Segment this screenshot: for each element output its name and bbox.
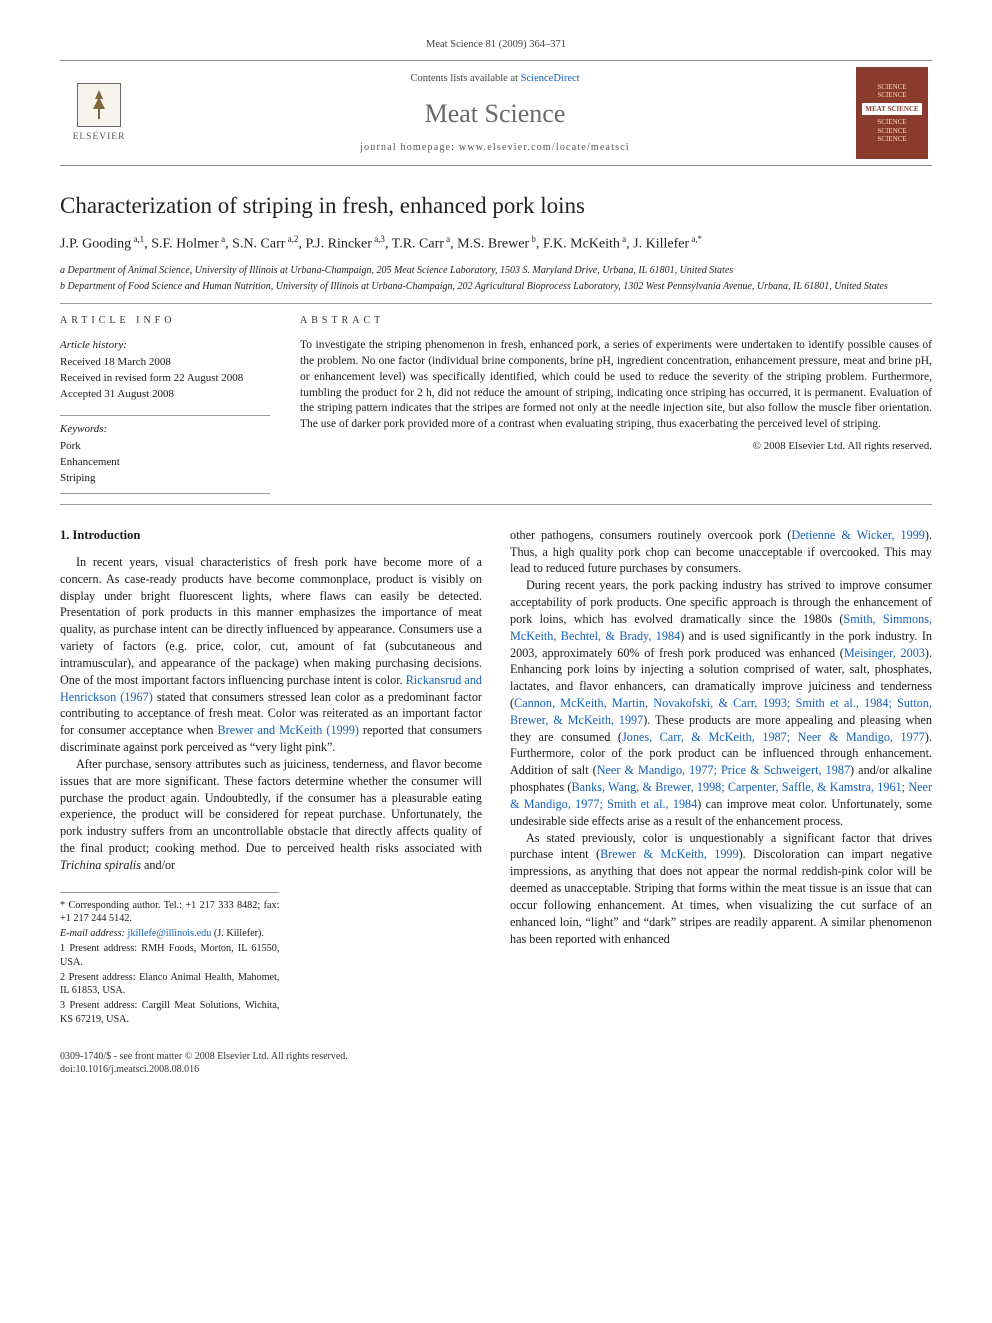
- header-citation: Meat Science 81 (2009) 364–371: [60, 38, 932, 52]
- body-two-column: 1. Introduction In recent years, visual …: [60, 527, 932, 1028]
- body-paragraph: After purchase, sensory attributes such …: [60, 756, 482, 874]
- corresponding-footnotes: * Corresponding author. Tel.: +1 217 333…: [60, 892, 279, 1027]
- abstract-panel: ABSTRACT To investigate the striping phe…: [300, 314, 932, 493]
- footnote-line: 1 Present address: RMH Foods, Morton, IL…: [60, 942, 279, 970]
- authors-line: J.P. Gooding a,1, S.F. Holmer a, S.N. Ca…: [60, 233, 932, 255]
- footnote-line: 3 Present address: Cargill Meat Solution…: [60, 999, 279, 1027]
- journal-homepage: journal homepage: www.elsevier.com/locat…: [148, 141, 842, 155]
- journal-cover-thumb: SCIENCE SCIENCE MEAT SCIENCE SCIENCE SCI…: [856, 67, 928, 159]
- left-column: 1. Introduction In recent years, visual …: [60, 527, 482, 1028]
- keyword: Enhancement: [60, 455, 270, 470]
- affiliations: a Department of Animal Science, Universi…: [60, 264, 932, 293]
- contents-prefix: Contents lists available at: [410, 73, 520, 84]
- history-line: Accepted 31 August 2008: [60, 387, 270, 402]
- right-column: other pathogens, consumers routinely ove…: [510, 527, 932, 1028]
- body-paragraph: In recent years, visual characteristics …: [60, 554, 482, 756]
- divider: [60, 504, 932, 505]
- history-line: Received in revised form 22 August 2008: [60, 371, 270, 386]
- article-title: Characterization of striping in fresh, e…: [60, 192, 932, 221]
- keyword: Striping: [60, 471, 270, 486]
- journal-banner: ELSEVIER Contents lists available at Sci…: [60, 60, 932, 166]
- keywords-label: Keywords:: [60, 415, 270, 437]
- corresponding-email: E-mail address: jkillefe@illinois.edu (J…: [60, 927, 279, 941]
- email-link[interactable]: jkillefe@illinois.edu: [128, 928, 212, 939]
- body-paragraph: As stated previously, color is unquestio…: [510, 830, 932, 948]
- body-paragraph: other pathogens, consumers routinely ove…: [510, 527, 932, 577]
- abstract-heading: ABSTRACT: [300, 314, 932, 328]
- body-paragraph: During recent years, the pork packing in…: [510, 577, 932, 829]
- abstract-copyright: © 2008 Elsevier Ltd. All rights reserved…: [300, 439, 932, 454]
- elsevier-logo: ELSEVIER: [64, 73, 134, 153]
- sciencedirect-link[interactable]: ScienceDirect: [521, 73, 580, 84]
- affiliation: b Department of Food Science and Human N…: [60, 280, 932, 294]
- article-info-panel: ARTICLE INFO Article history: Received 1…: [60, 314, 270, 493]
- front-matter-line: 0309-1740/$ - see front matter © 2008 El…: [60, 1050, 932, 1077]
- elsevier-wordmark: ELSEVIER: [73, 131, 126, 144]
- elsevier-tree-icon: [77, 83, 121, 127]
- doi-line: doi:10.1016/j.meatsci.2008.08.016: [60, 1063, 932, 1077]
- footnote-line: 2 Present address: Elanco Animal Health,…: [60, 971, 279, 999]
- affiliation: a Department of Animal Science, Universi…: [60, 264, 932, 278]
- corresponding-author: * Corresponding author. Tel.: +1 217 333…: [60, 899, 279, 927]
- abstract-text: To investigate the striping phenomenon i…: [300, 338, 932, 433]
- divider: [60, 303, 932, 304]
- journal-name: Meat Science: [148, 96, 842, 131]
- history-line: Received 18 March 2008: [60, 355, 270, 370]
- section-heading: 1. Introduction: [60, 527, 482, 544]
- article-info-heading: ARTICLE INFO: [60, 314, 270, 328]
- issn-line: 0309-1740/$ - see front matter © 2008 El…: [60, 1050, 932, 1064]
- contents-line: Contents lists available at ScienceDirec…: [148, 72, 842, 86]
- history-label: Article history:: [60, 338, 270, 353]
- keyword: Pork: [60, 439, 270, 454]
